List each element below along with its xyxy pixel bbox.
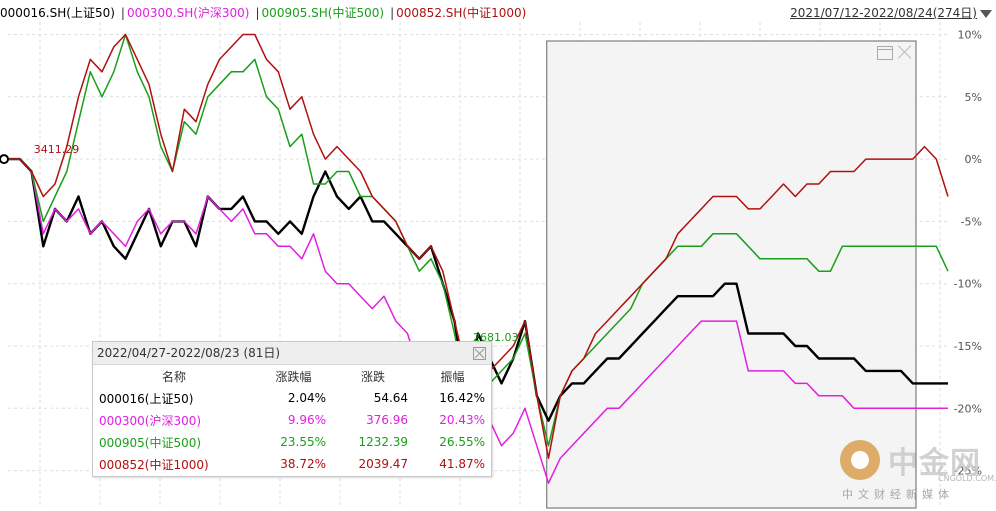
- date-range-selector[interactable]: 2021/07/12-2022/08/24(274日): [790, 4, 992, 21]
- row-pct: 38.72%: [280, 457, 326, 471]
- date-range-text: 2021/07/12-2022/08/24(274日): [790, 6, 977, 20]
- table-row[interactable]: 000905(中证500) 23.55% 1232.39 26.55%: [93, 431, 491, 453]
- watermark-title: 中金网: [888, 446, 981, 481]
- legend-hs300[interactable]: 000300.SH(沪深300): [126, 6, 250, 20]
- row-amplitude: 26.55%: [439, 435, 485, 449]
- annotation-label: 3411.29: [34, 143, 80, 156]
- stats-table: 名称 涨跌幅 涨跌 振幅 000016(上证50) 2.04% 54.64 16…: [93, 365, 491, 475]
- watermark: 中金网 CNGOLD.COM.CN 中文财经新媒体: [834, 436, 996, 506]
- legend-separator: |: [255, 6, 260, 20]
- row-change: 2039.47: [358, 457, 409, 471]
- y-tick-label: -25%: [954, 465, 982, 478]
- start-marker-icon: [0, 154, 9, 165]
- y-tick-label: 5%: [965, 91, 982, 104]
- close-icon[interactable]: [473, 347, 486, 360]
- y-tick-label: 10%: [958, 28, 982, 41]
- y-tick-label: -20%: [954, 402, 982, 415]
- range-stats-panel: 2022/04/27-2022/08/23 (81日) 名称 涨跌幅 涨跌 振幅…: [92, 341, 492, 477]
- maximize-icon[interactable]: [877, 46, 893, 60]
- column-header: 涨跌幅: [275, 369, 312, 384]
- row-amplitude: 20.43%: [439, 413, 485, 427]
- y-tick-label: -5%: [961, 215, 982, 228]
- column-header: 涨跌: [361, 369, 386, 384]
- column-header: 名称: [162, 369, 187, 384]
- row-amplitude: 16.42%: [439, 391, 485, 405]
- annotation-label: 2681.03: [473, 331, 519, 344]
- stats-panel-header: 2022/04/27-2022/08/23 (81日): [93, 342, 491, 365]
- legend-sh50[interactable]: 000016.SH(上证50): [0, 6, 115, 20]
- table-row[interactable]: 000300(沪深300) 9.96% 376.96 20.43%: [93, 409, 491, 431]
- table-row[interactable]: 000016(上证50) 2.04% 54.64 16.42%: [93, 387, 491, 409]
- close-icon[interactable]: [897, 44, 913, 60]
- row-name: 000852(中证1000): [99, 457, 209, 472]
- selected-range-box[interactable]: [546, 40, 917, 509]
- y-axis: 10% 5% 0% -5% -10% -15% -20% -25%: [954, 28, 982, 477]
- column-header: 振幅: [440, 369, 465, 384]
- watermark-subtitle: 中文财经新媒体: [842, 488, 954, 501]
- row-pct: 9.96%: [287, 413, 326, 427]
- y-tick-label: 0%: [965, 153, 982, 166]
- row-change: 54.64: [373, 391, 409, 405]
- watermark-domain: CNGOLD.COM.CN: [938, 474, 996, 483]
- logo-icon: [840, 440, 880, 480]
- stats-table-header: 名称 涨跌幅 涨跌 振幅: [93, 365, 491, 387]
- table-row[interactable]: 000852(中证1000) 38.72% 2039.47 41.87%: [93, 453, 491, 475]
- row-pct: 2.04%: [287, 391, 326, 405]
- annotations: 3411.29 2681.03: [0, 143, 519, 344]
- row-amplitude: 41.87%: [439, 457, 485, 471]
- legend-zz500[interactable]: 000905.SH(中证500): [261, 6, 385, 20]
- dropdown-arrow-icon: [980, 9, 992, 18]
- y-tick-label: -10%: [954, 278, 982, 291]
- series-line-0: [8, 157, 948, 422]
- y-tick-label: -15%: [954, 340, 982, 353]
- row-name: 000300(沪深300): [99, 413, 202, 428]
- stats-panel-title: 2022/04/27-2022/08/23 (81日): [97, 346, 281, 360]
- row-name: 000905(中证500): [99, 435, 202, 450]
- series-legend: 000016.SH(上证50) | 000300.SH(沪深300) | 000905.…: [0, 4, 528, 20]
- row-name: 000016(上证50): [99, 391, 194, 406]
- row-pct: 23.55%: [280, 435, 326, 449]
- row-change: 1232.39: [358, 435, 409, 449]
- legend-separator: |: [390, 6, 395, 20]
- row-change: 376.96: [366, 413, 409, 427]
- legend-separator: |: [120, 6, 125, 20]
- legend-zz1000[interactable]: 000852.SH(中证1000): [396, 6, 527, 20]
